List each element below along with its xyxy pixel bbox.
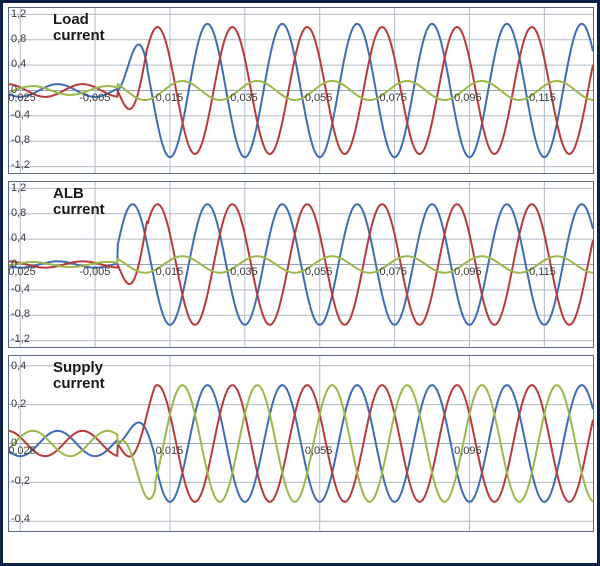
- panel-supply: Supply current-0,4-0,200,20,4-0,0250,015…: [8, 355, 592, 532]
- plot-area-alb: ALB current-1,2-0,8-0,400,40,81,2-0,025-…: [8, 181, 594, 348]
- figure: Load current-1,2-0,8-0,400,40,81,2-0,025…: [0, 0, 600, 566]
- plot-area-supply: Supply current-0,4-0,200,20,4-0,0250,015…: [8, 355, 594, 532]
- panel-alb: ALB current-1,2-0,8-0,400,40,81,2-0,025-…: [8, 181, 592, 348]
- panel-load: Load current-1,2-0,8-0,400,40,81,2-0,025…: [8, 7, 592, 174]
- plot-area-load: Load current-1,2-0,8-0,400,40,81,2-0,025…: [8, 7, 594, 174]
